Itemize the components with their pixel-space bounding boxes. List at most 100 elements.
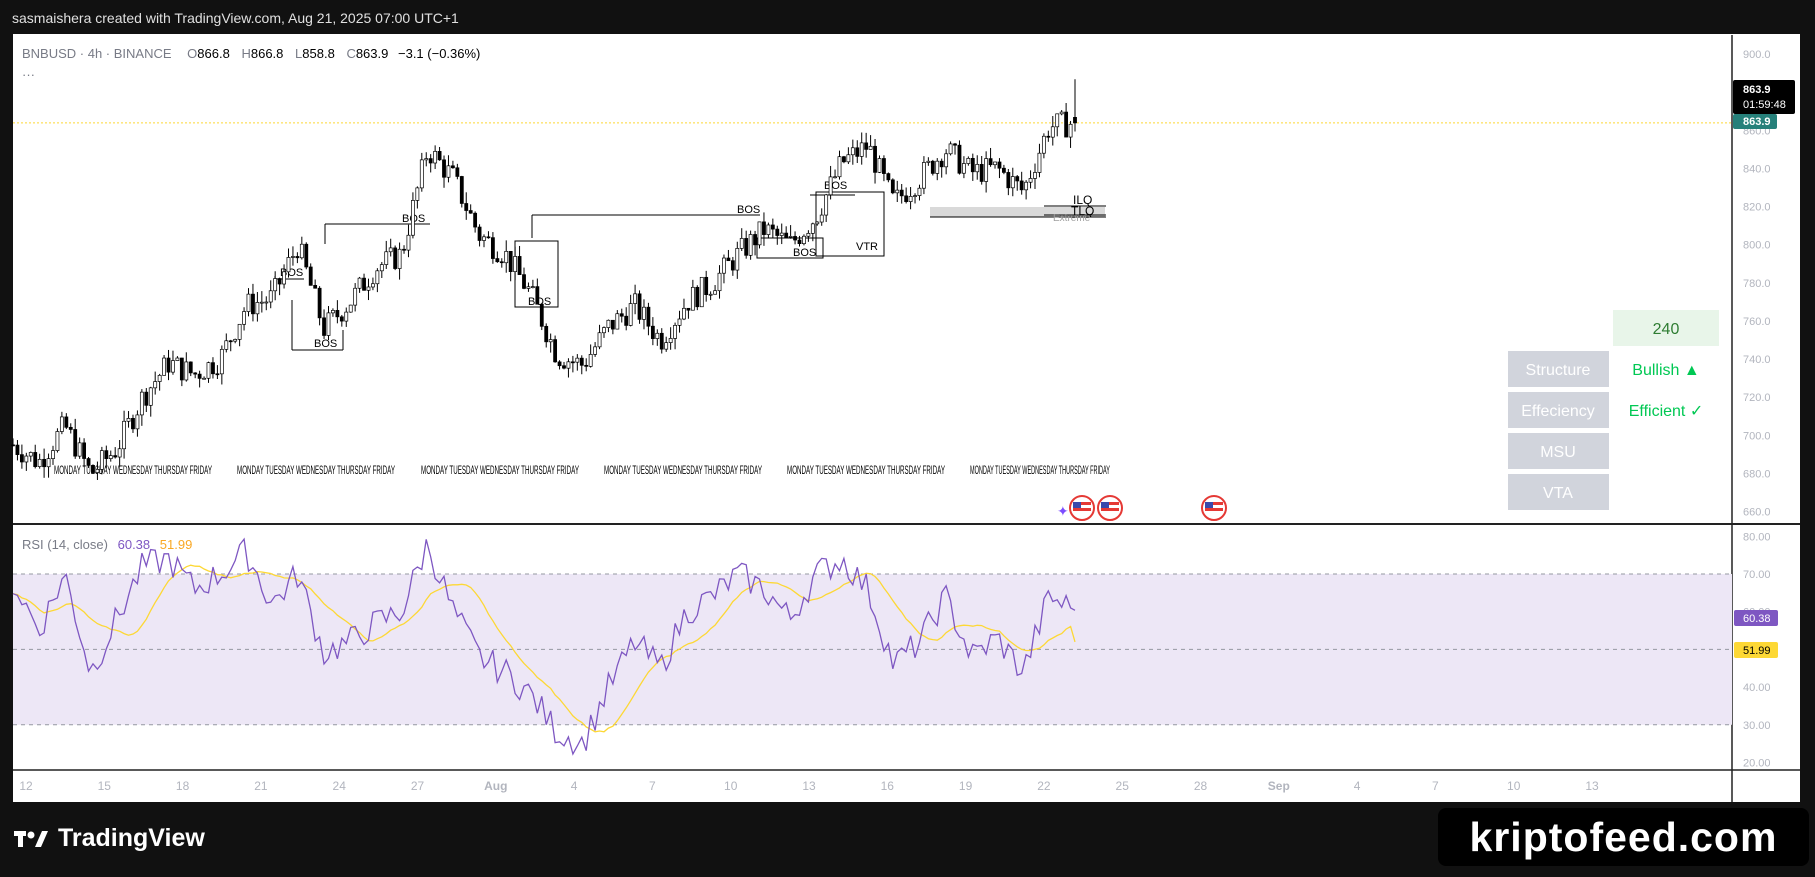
last-price-text: 863.9	[1743, 84, 1771, 96]
rsi-tick-label[interactable]: 70.00	[1743, 569, 1771, 581]
time-tick-label[interactable]: 27	[411, 779, 425, 793]
day-label-6: MONDAY TUESDAY WEDNESDAY THURSDAY FRIDAY	[970, 463, 1110, 477]
candle-down	[557, 361, 562, 367]
price-tick-label[interactable]: 760.0	[1743, 316, 1771, 328]
candle-down	[1064, 111, 1069, 138]
candle-down	[842, 156, 846, 163]
candle-up	[699, 276, 704, 308]
candle-up	[682, 307, 686, 320]
candle-down	[904, 195, 909, 202]
symbol-legend[interactable]: BNBUSD · 4h · BINANCE O866.8 H866.8 L858…	[22, 46, 480, 61]
economic-events[interactable]: ✦	[1057, 495, 1227, 521]
candle-down	[308, 266, 313, 286]
candle-down	[1046, 135, 1051, 138]
rsi-tick-label[interactable]: 30.00	[1743, 720, 1771, 732]
us-flag-icon[interactable]	[1201, 495, 1227, 521]
candle-up	[411, 200, 415, 236]
time-tick-label[interactable]: 7	[649, 779, 656, 793]
chart-credit: sasmaishera created with TradingView.com…	[12, 10, 459, 26]
candle-down	[1015, 176, 1020, 182]
change-value: −3.1 (−0.36%)	[398, 46, 480, 61]
price-tick-label[interactable]: 680.0	[1743, 468, 1771, 480]
time-tick-label[interactable]: 18	[176, 779, 190, 793]
candle-up	[246, 293, 251, 312]
time-tick-label[interactable]: 19	[959, 779, 973, 793]
rsi-legend-label[interactable]: RSI (14, close)	[22, 537, 108, 552]
rsi-ma-value-badge: 51.99	[1743, 645, 1771, 657]
time-tick-label[interactable]: 12	[19, 779, 33, 793]
candle-up	[37, 458, 42, 467]
rsi-tick-label[interactable]: 20.00	[1743, 757, 1771, 769]
candle-up	[806, 232, 811, 237]
time-tick-label[interactable]: Aug	[484, 779, 507, 793]
price-tick-label[interactable]: 900.0	[1743, 49, 1771, 61]
candle-down	[495, 258, 500, 263]
bos-label-2: BOS	[314, 338, 337, 350]
time-tick-label[interactable]: 22	[1037, 779, 1051, 793]
rsi-tick-label[interactable]: 40.00	[1743, 682, 1771, 694]
time-tick-label[interactable]: 16	[881, 779, 895, 793]
time-tick-label[interactable]: 21	[254, 779, 268, 793]
candle-up	[446, 165, 451, 178]
us-flag-icon[interactable]	[1097, 495, 1123, 521]
candle-up	[224, 340, 229, 350]
candles[interactable]	[11, 79, 1077, 480]
candle-down	[1006, 172, 1011, 189]
price-tick-label[interactable]: 700.0	[1743, 430, 1771, 442]
table-top-value: 240	[1653, 321, 1680, 338]
rsi-tick-label[interactable]: 80.00	[1743, 531, 1771, 543]
candle-up	[175, 357, 180, 361]
tradingview-logo[interactable]: TradingView	[14, 824, 205, 853]
candle-down	[1019, 180, 1024, 191]
time-tick-label[interactable]: 13	[1585, 779, 1599, 793]
candle-up	[353, 287, 358, 306]
price-tick-label[interactable]: 740.0	[1743, 354, 1771, 366]
candle-up	[135, 414, 140, 430]
price-tick-label[interactable]: 780.0	[1743, 278, 1771, 290]
time-tick-label[interactable]: 28	[1194, 779, 1208, 793]
sparkle-icon[interactable]: ✦	[1057, 503, 1069, 519]
candle-up	[757, 221, 762, 246]
time-tick-label[interactable]: 13	[802, 779, 816, 793]
time-tick-label[interactable]: 7	[1432, 779, 1439, 793]
candle-up	[935, 160, 940, 174]
time-tick-label[interactable]: 4	[571, 779, 578, 793]
candle-down	[695, 286, 700, 308]
chart-svg[interactable]: 660.0 680.0 700.0 720.0 740.0 760.0 780.0 800.0…	[0, 0, 1815, 802]
candle-up	[597, 332, 602, 348]
high-label: H	[241, 46, 250, 61]
time-tick-label[interactable]: 24	[333, 779, 347, 793]
candle-up	[908, 196, 913, 202]
low-value: 858.8	[302, 46, 335, 61]
candle-down	[313, 285, 318, 289]
price-tick-label[interactable]: 660.0	[1743, 507, 1771, 519]
time-tick-label[interactable]: 15	[98, 779, 112, 793]
time-tick-label[interactable]: Sep	[1268, 779, 1290, 793]
time-axis[interactable]: 12 15 18 21 24 27 Aug 4 7 10 13 16 19 22 25 28 Sep 4 7 10 13	[19, 779, 1599, 793]
legend-more-button[interactable]: ···	[22, 67, 35, 82]
price-tick-label[interactable]: 820.0	[1743, 202, 1771, 214]
price-tick-label[interactable]: 800.0	[1743, 240, 1771, 252]
us-flag-icon[interactable]	[1069, 495, 1095, 521]
candle-down	[362, 277, 366, 291]
time-tick-label[interactable]: 10	[724, 779, 738, 793]
candle-up	[602, 327, 606, 334]
price-tick-label[interactable]: 840.0	[1743, 163, 1771, 175]
candle-up	[77, 442, 82, 457]
candle-up	[628, 303, 633, 326]
price-pane[interactable]	[13, 35, 1732, 523]
time-tick-label[interactable]: 4	[1354, 779, 1361, 793]
candle-up	[677, 318, 682, 326]
countdown-text: 01:59:48	[1743, 99, 1786, 111]
time-tick-label[interactable]: 10	[1507, 779, 1521, 793]
price-tick-label[interactable]: 720.0	[1743, 392, 1771, 404]
candle-up	[24, 455, 29, 463]
candle-up	[642, 306, 646, 320]
rsi-band	[13, 573, 1732, 726]
candle-down	[953, 143, 957, 146]
rsi-legend[interactable]: RSI (14, close) 60.38 51.99	[22, 537, 192, 552]
candle-up	[219, 348, 224, 375]
candle-up	[690, 286, 695, 311]
time-tick-label[interactable]: 25	[1116, 779, 1130, 793]
symbol-label[interactable]: BNBUSD · 4h · BINANCE	[22, 46, 172, 61]
